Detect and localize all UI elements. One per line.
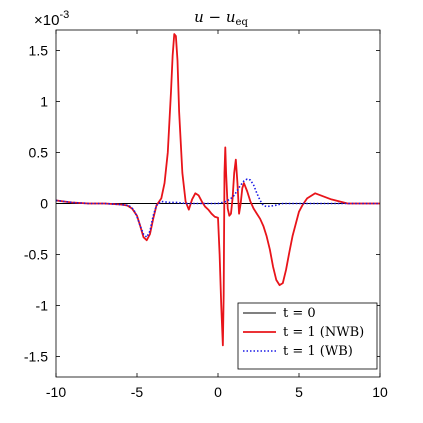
legend-box — [237, 302, 378, 370]
chart-title-subscript: eq — [236, 17, 249, 28]
y-axis-multiplier-base: ×10 — [34, 12, 59, 29]
y-tick-label: 1 — [40, 93, 48, 109]
chart-title: u − ueq — [194, 8, 248, 28]
y-tick-label: 0.5 — [29, 144, 49, 160]
y-tick-label: -1.5 — [24, 349, 48, 365]
x-tick-label: 10 — [372, 384, 388, 400]
series-line-2 — [56, 178, 380, 238]
y-axis-multiplier-exponent: -3 — [59, 9, 69, 21]
legend-label-1: t = 1 (NWB) — [283, 325, 364, 340]
x-ticks: -10 -5 0 5 10 — [46, 30, 388, 400]
y-ticks: -1.5 -1 -0.5 0 0.5 1 1.5 — [24, 42, 380, 365]
y-tick-label: -0.5 — [24, 247, 48, 263]
plot-area-frame — [55, 29, 381, 378]
y-tick-label: -1 — [36, 298, 49, 314]
y-axis-multiplier: ×10-3 — [34, 9, 69, 29]
series-layer — [56, 33, 380, 347]
y-tick-label: 0 — [40, 196, 48, 212]
x-tick-label: 5 — [295, 384, 303, 400]
x-tick-label: -5 — [131, 384, 144, 400]
chart-title-main: u − u — [194, 8, 235, 26]
x-tick-label: 0 — [214, 384, 222, 400]
legend-label-2: t = 1 (WB) — [283, 344, 353, 359]
legend-label-0: t = 0 — [283, 306, 316, 321]
legend: t = 0 t = 1 (NWB) t = 1 (WB) — [237, 302, 378, 370]
legend-items: t = 0 t = 1 (NWB) t = 1 (WB) — [243, 306, 364, 359]
y-tick-label: 1.5 — [29, 42, 49, 58]
x-tick-label: -10 — [46, 384, 66, 400]
